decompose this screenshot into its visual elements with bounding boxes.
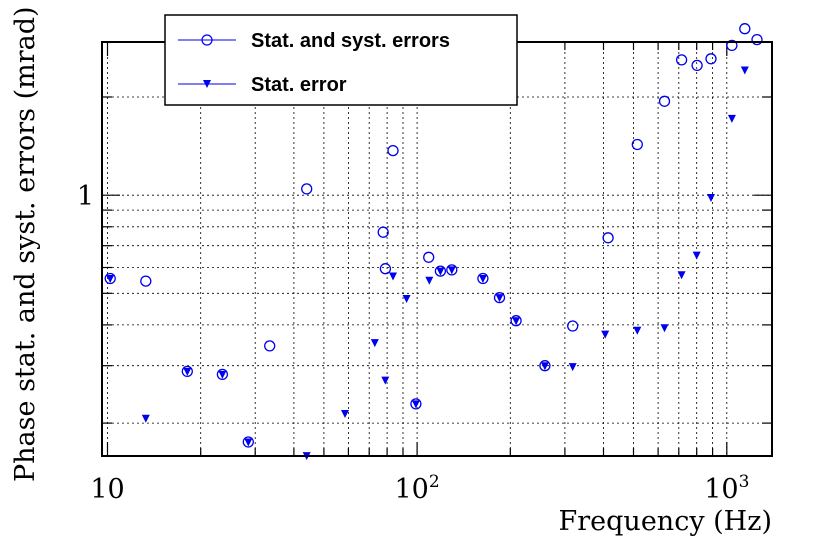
legend-label-1: Stat. error bbox=[251, 74, 347, 96]
series-0-point bbox=[751, 33, 763, 46]
series-0-point bbox=[264, 340, 276, 352]
series-0-point bbox=[726, 39, 738, 52]
series-0-point bbox=[379, 263, 392, 275]
series-1-point bbox=[677, 271, 686, 280]
series-1-point bbox=[495, 294, 504, 303]
series-1-point bbox=[633, 326, 642, 335]
legend-label-0: Stat. and syst. errors bbox=[251, 30, 450, 52]
series-0-point bbox=[242, 436, 254, 448]
x-tick-label: 10 bbox=[90, 474, 124, 505]
series-0-point bbox=[301, 183, 313, 195]
series-1-point bbox=[512, 317, 521, 326]
series-1-point bbox=[740, 66, 749, 75]
series-0-point bbox=[510, 315, 522, 327]
series-1-point bbox=[218, 370, 227, 379]
series-1-point bbox=[660, 324, 669, 333]
series-0-point bbox=[691, 59, 703, 72]
series-0-point bbox=[181, 365, 193, 378]
legend: Stat. and syst. errors Stat. error bbox=[164, 14, 518, 106]
series-1-point bbox=[540, 362, 549, 371]
x-tick-label: 102 bbox=[395, 472, 440, 505]
y-tick-label: 1 bbox=[77, 181, 94, 212]
series-1-point bbox=[244, 438, 253, 447]
series-1-point bbox=[601, 330, 610, 339]
series-0-point bbox=[493, 291, 506, 304]
series-0-point bbox=[423, 251, 435, 263]
series-0-point bbox=[216, 368, 229, 381]
series-0-point bbox=[387, 144, 399, 157]
series-1-point bbox=[402, 295, 411, 303]
series-1-point bbox=[447, 266, 456, 275]
series-1-point bbox=[381, 376, 390, 385]
y-axis-title: Phase stat. and syst. errors (mrad) bbox=[10, 6, 41, 482]
series-0-point bbox=[434, 265, 447, 277]
series-1-point bbox=[106, 275, 115, 283]
series-0-point bbox=[539, 360, 551, 372]
series-0-point bbox=[705, 53, 717, 65]
x-tick-label: 103 bbox=[704, 472, 749, 505]
series-0-point bbox=[477, 272, 489, 285]
legend-marker-0 bbox=[201, 34, 213, 46]
series-1-point bbox=[341, 410, 349, 418]
series-0-point bbox=[140, 275, 152, 287]
series-1-point bbox=[141, 414, 150, 423]
series-1-point bbox=[727, 114, 736, 123]
series-0-point bbox=[631, 138, 643, 151]
series-1-point bbox=[389, 272, 397, 281]
series-0-point bbox=[104, 272, 116, 285]
series-1-point bbox=[183, 367, 192, 376]
series-1-point bbox=[425, 276, 434, 285]
legend-marker-1 bbox=[203, 80, 211, 88]
series-1-point bbox=[568, 363, 577, 372]
series-1-point bbox=[411, 400, 420, 409]
series-1-point bbox=[478, 275, 487, 283]
series-1-point bbox=[707, 194, 715, 202]
series-0-point bbox=[658, 95, 671, 107]
tick-labels: 10 102 103 1 bbox=[77, 181, 750, 505]
series-0-point bbox=[675, 54, 688, 66]
series-0-point bbox=[410, 398, 422, 410]
series-0-point bbox=[446, 264, 458, 276]
series-1-point bbox=[436, 267, 445, 276]
series-0-point bbox=[377, 226, 389, 238]
series-0-point bbox=[739, 23, 751, 35]
data-points bbox=[104, 23, 763, 461]
series-0-point bbox=[602, 232, 614, 244]
series-1-point bbox=[692, 251, 701, 260]
x-axis-title: Frequency (Hz) bbox=[559, 506, 772, 537]
series-1-point bbox=[370, 339, 379, 348]
series-0-point bbox=[567, 320, 579, 332]
legend-box bbox=[164, 14, 518, 106]
